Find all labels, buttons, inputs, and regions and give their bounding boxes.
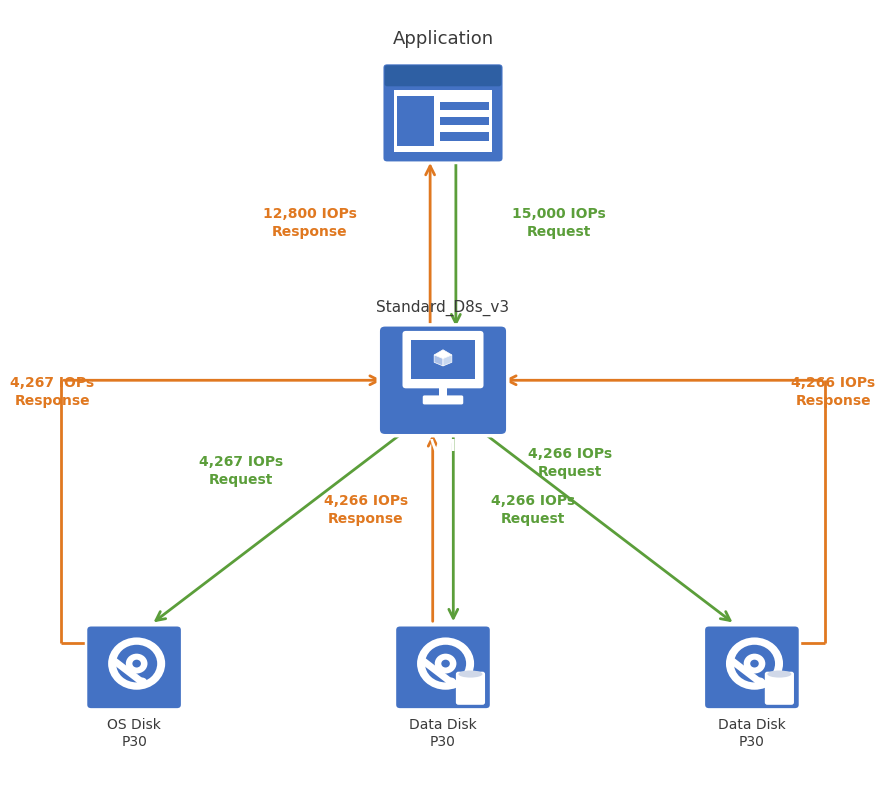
- Ellipse shape: [767, 671, 791, 678]
- Text: Application: Application: [392, 30, 494, 48]
- FancyBboxPatch shape: [440, 117, 489, 125]
- Circle shape: [441, 660, 450, 668]
- FancyBboxPatch shape: [382, 63, 504, 163]
- FancyBboxPatch shape: [86, 625, 183, 710]
- Text: 15,000 IOPs
Request: 15,000 IOPs Request: [512, 207, 606, 239]
- FancyBboxPatch shape: [423, 395, 463, 405]
- Text: OS Disk
P30: OS Disk P30: [107, 718, 161, 748]
- Circle shape: [726, 638, 783, 690]
- Text: 4,266 IOPs
Response: 4,266 IOPs Response: [791, 376, 875, 408]
- FancyBboxPatch shape: [440, 132, 489, 140]
- Text: Data Disk
P30: Data Disk P30: [409, 718, 477, 748]
- Text: VM: VM: [430, 440, 456, 455]
- Circle shape: [755, 677, 766, 687]
- Text: Data Disk
P30: Data Disk P30: [718, 718, 786, 748]
- Circle shape: [750, 660, 758, 668]
- Circle shape: [425, 645, 466, 683]
- Text: 4,266 IOPs
Request: 4,266 IOPs Request: [491, 494, 575, 526]
- Circle shape: [116, 645, 157, 683]
- Text: 4,266 IOPs
Response: 4,266 IOPs Response: [323, 494, 408, 526]
- Circle shape: [446, 677, 456, 687]
- Circle shape: [126, 653, 147, 673]
- Circle shape: [132, 660, 141, 668]
- FancyBboxPatch shape: [385, 65, 501, 86]
- Text: 4,267 IOPs
Response: 4,267 IOPs Response: [11, 376, 95, 408]
- Circle shape: [743, 653, 766, 673]
- Polygon shape: [112, 658, 144, 685]
- FancyBboxPatch shape: [765, 672, 794, 705]
- FancyBboxPatch shape: [395, 625, 491, 710]
- FancyBboxPatch shape: [439, 385, 447, 397]
- Circle shape: [417, 638, 474, 690]
- Polygon shape: [434, 355, 443, 366]
- Circle shape: [435, 653, 456, 673]
- FancyBboxPatch shape: [703, 625, 800, 710]
- Polygon shape: [434, 350, 452, 359]
- FancyBboxPatch shape: [402, 331, 484, 388]
- Polygon shape: [443, 355, 452, 366]
- Text: Standard_D8s_v3: Standard_D8s_v3: [377, 299, 509, 316]
- Text: 4,266 IOPs
Request: 4,266 IOPs Request: [528, 447, 612, 479]
- FancyBboxPatch shape: [440, 101, 489, 109]
- Circle shape: [108, 638, 165, 690]
- Circle shape: [734, 645, 775, 683]
- FancyBboxPatch shape: [397, 96, 434, 147]
- FancyBboxPatch shape: [378, 325, 508, 436]
- Ellipse shape: [458, 671, 483, 678]
- Circle shape: [137, 677, 147, 687]
- FancyBboxPatch shape: [411, 341, 475, 379]
- Polygon shape: [729, 658, 762, 685]
- Text: 4,267 IOPs
Request: 4,267 IOPs Request: [199, 455, 284, 486]
- FancyBboxPatch shape: [394, 90, 492, 152]
- Text: 12,800 IOPs
Response: 12,800 IOPs Response: [263, 207, 357, 239]
- FancyBboxPatch shape: [456, 672, 485, 705]
- Polygon shape: [421, 658, 454, 685]
